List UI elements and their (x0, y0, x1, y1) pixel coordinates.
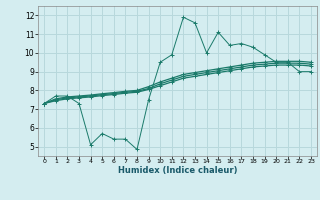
X-axis label: Humidex (Indice chaleur): Humidex (Indice chaleur) (118, 166, 237, 175)
